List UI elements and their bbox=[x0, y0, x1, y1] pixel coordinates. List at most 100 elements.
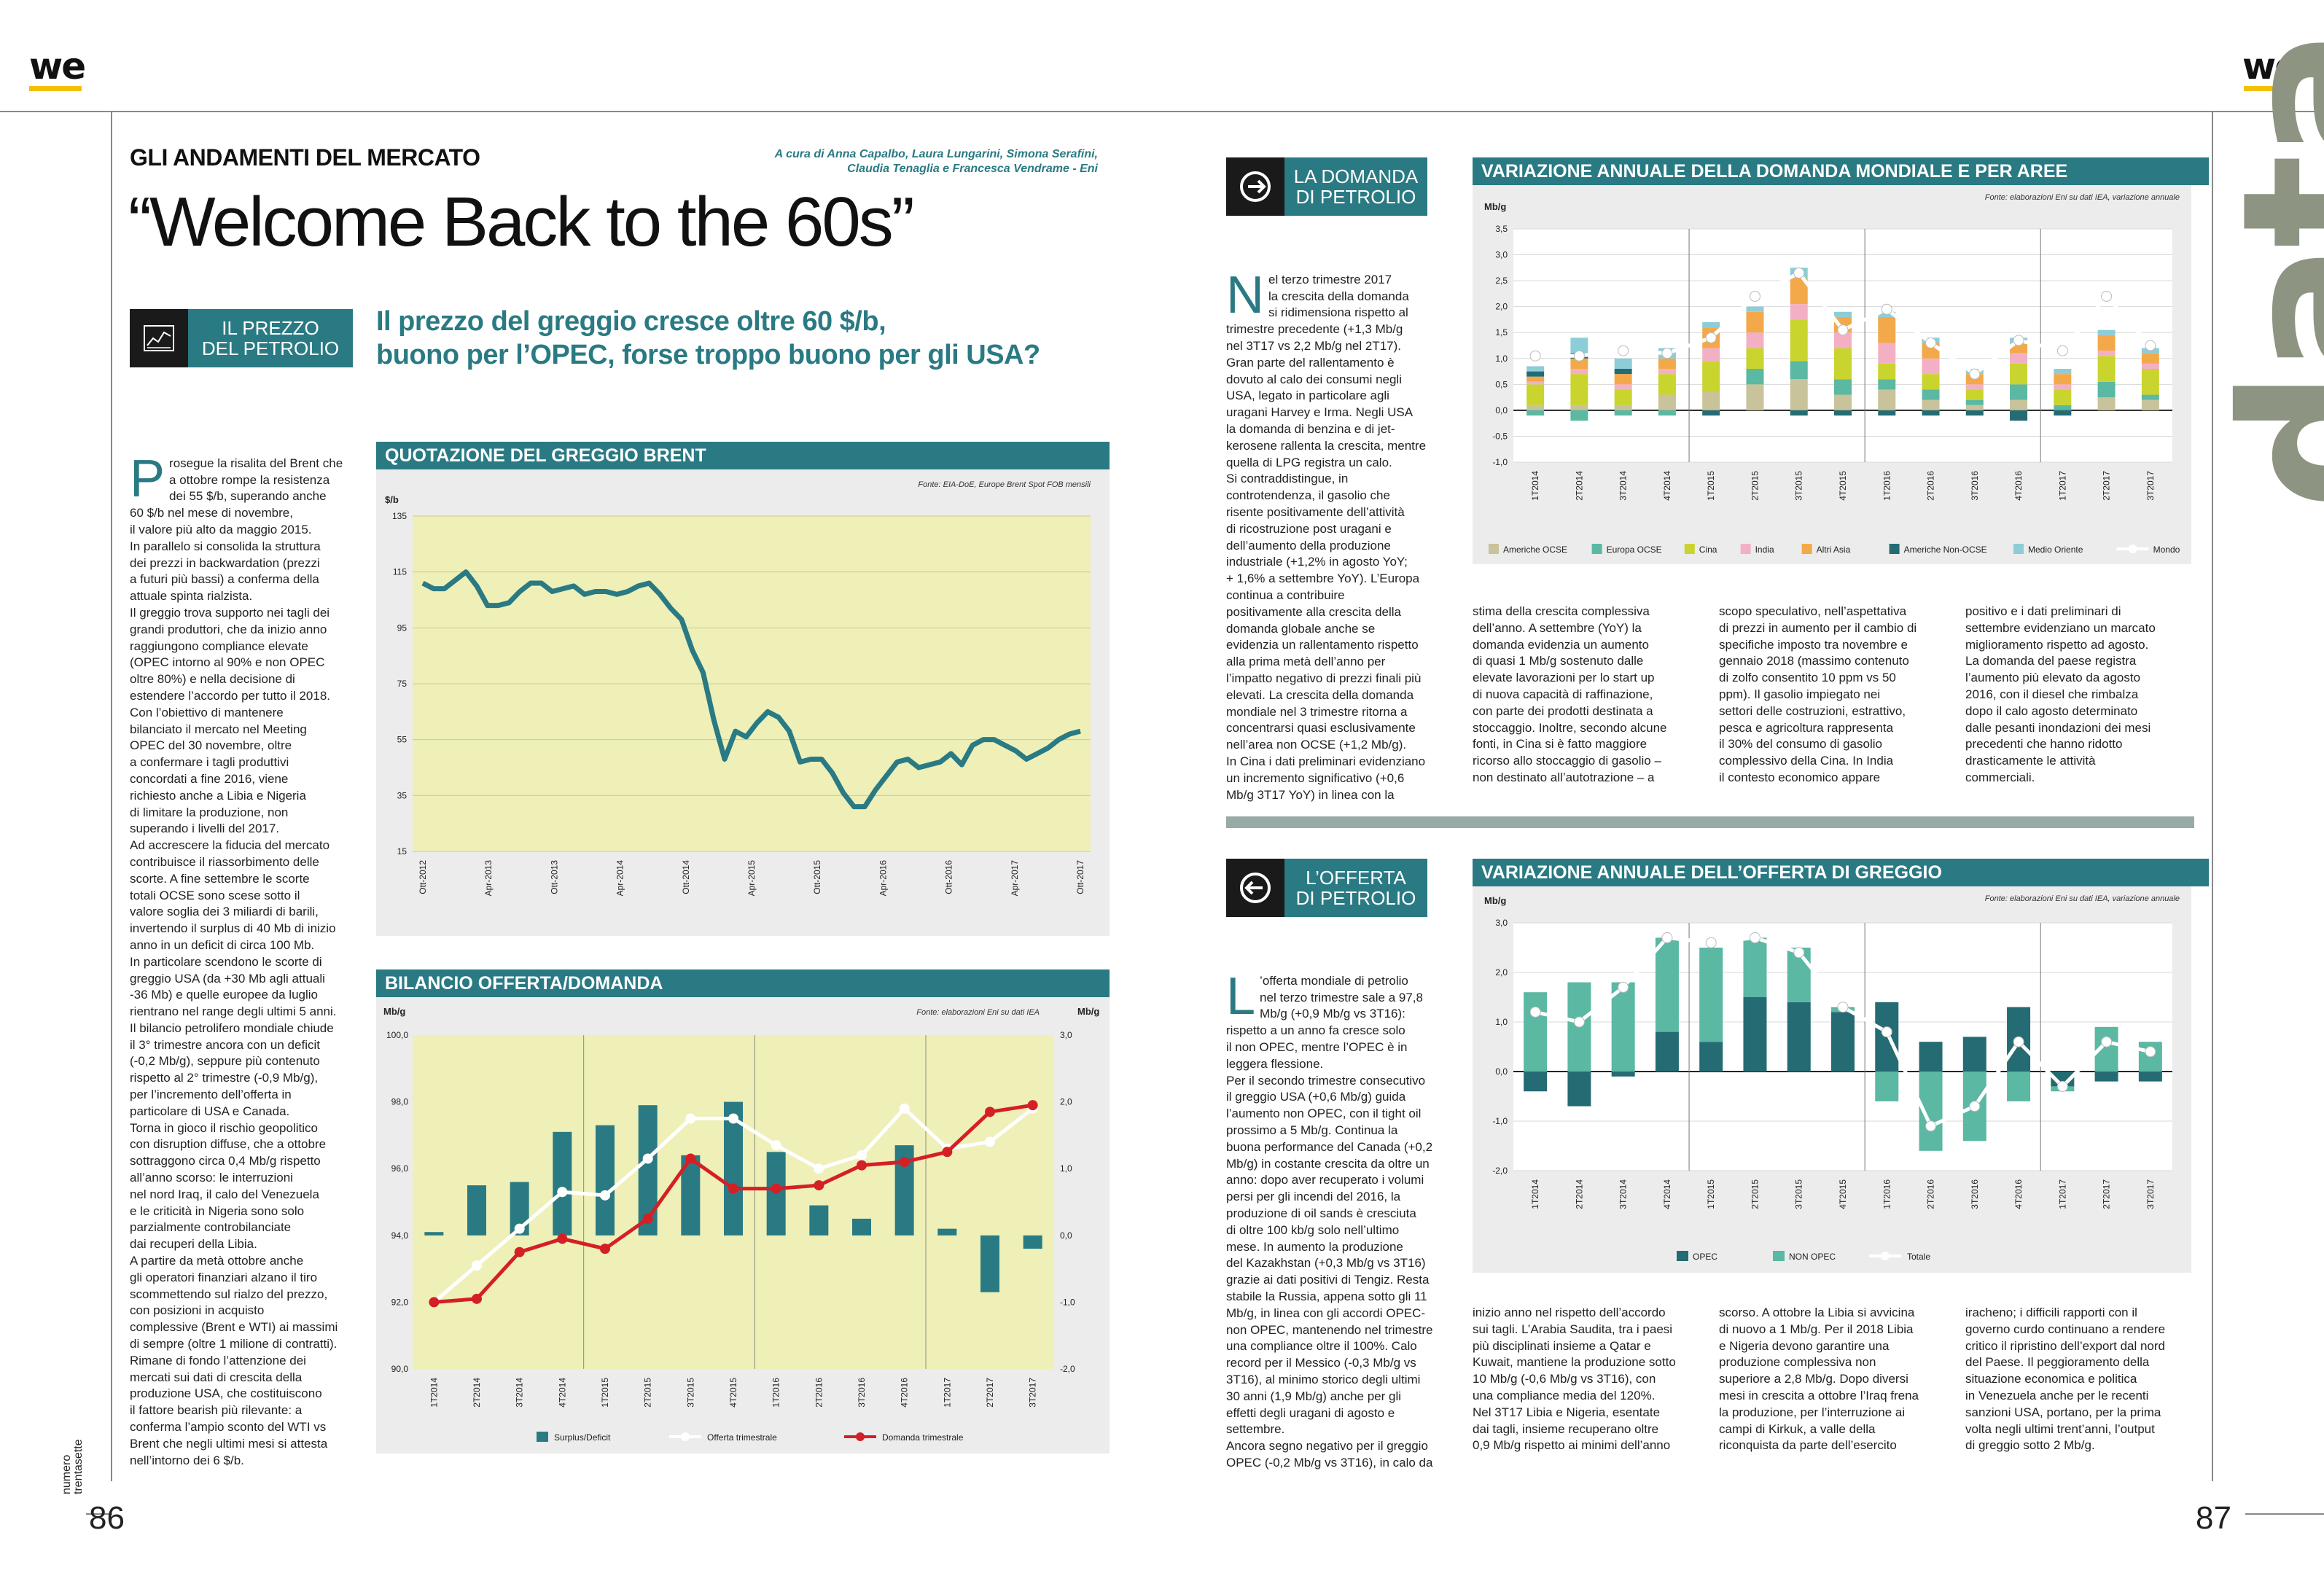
magazine-logo-right: we bbox=[2242, 45, 2299, 87]
demand-bar-segment bbox=[1965, 399, 1984, 405]
legend-swatch bbox=[2013, 544, 2024, 554]
y-tick-label: 135 bbox=[392, 511, 407, 521]
brent-price-chart: Fonte: EIA-DoE, Europe Brent Spot FOB me… bbox=[376, 469, 1110, 936]
surplus-deficit-bar bbox=[553, 1131, 572, 1236]
y-tick-label: 3,5 bbox=[1495, 224, 1508, 234]
demand-bar-segment bbox=[1834, 348, 1852, 380]
demand-point bbox=[857, 1160, 867, 1171]
x-tick-label: 4T2016 bbox=[2013, 471, 2024, 501]
y-tick-label: 1,5 bbox=[1495, 327, 1508, 337]
total-supply-point bbox=[2145, 1046, 2156, 1058]
surplus-deficit-bar bbox=[852, 1218, 871, 1236]
demand-bar-segment bbox=[1834, 379, 1852, 395]
demand-bar-segment bbox=[1570, 358, 1588, 369]
supply-bar-segment bbox=[1919, 1042, 1943, 1072]
x-tick-label: 1T2014 bbox=[429, 1378, 439, 1408]
x-tick-label: 1T2014 bbox=[1530, 1179, 1540, 1209]
demand-bar-segment bbox=[2010, 353, 2028, 364]
demand-bar-segment bbox=[2141, 363, 2159, 369]
demand-bar-segment bbox=[2097, 381, 2116, 398]
supply-bar-segment bbox=[1962, 1037, 1986, 1072]
y-tick-label: 2,5 bbox=[1495, 276, 1508, 286]
x-tick-label: Ott-2013 bbox=[549, 860, 559, 894]
x-tick-label: Apr-2015 bbox=[746, 860, 757, 897]
demand-point bbox=[942, 1147, 953, 1158]
supply-bar-segment bbox=[1611, 982, 1635, 1072]
legend-label: Cina bbox=[1699, 545, 1717, 555]
demand-bar-segment bbox=[1834, 410, 1852, 415]
demand-bar-segment bbox=[1878, 379, 1896, 390]
x-tick-label: 2T2017 bbox=[985, 1378, 995, 1408]
demand-bar-segment bbox=[2054, 405, 2072, 410]
demand-bar-segment bbox=[1922, 374, 1940, 390]
demand-bar-segment bbox=[1746, 332, 1764, 348]
total-supply-point bbox=[1925, 1120, 1937, 1132]
demand-bar-segment bbox=[1922, 410, 1940, 415]
demand-bar-segment bbox=[2141, 399, 2159, 410]
supply-chart-title: VARIAZIONE ANNUALE DELL’OFFERTA DI GREGG… bbox=[1473, 859, 2209, 886]
legend-swatch bbox=[1684, 544, 1695, 554]
demand-bar-segment bbox=[1746, 369, 1764, 385]
header-rule bbox=[0, 111, 2324, 112]
demand-arrow-icon bbox=[1226, 157, 1284, 216]
world-demand-point bbox=[2056, 345, 2068, 356]
total-supply-point bbox=[1793, 947, 1805, 959]
surplus-deficit-bar bbox=[1023, 1235, 1042, 1249]
legend-label: NON OPEC bbox=[1789, 1252, 1836, 1262]
demand-bar-segment bbox=[1965, 389, 1984, 400]
demand-bar-segment bbox=[1790, 319, 1808, 362]
y-tick-label-left: 100,0 bbox=[386, 1030, 408, 1040]
x-tick-label: Apr-2014 bbox=[615, 860, 625, 897]
supply-point bbox=[685, 1113, 696, 1124]
demand-section-text: LA DOMANDA DI PETROLIO bbox=[1284, 157, 1427, 216]
x-tick-label: 2T2017 bbox=[2102, 1179, 2112, 1209]
legend-swatch bbox=[1740, 544, 1751, 554]
x-tick-label: 2T2015 bbox=[1750, 471, 1760, 501]
supply-section-text: L’OFFERTA DI PETROLIO bbox=[1284, 859, 1427, 917]
demand-bar-segment bbox=[1658, 358, 1676, 369]
demand-bar-segment bbox=[1614, 384, 1632, 390]
legend-label: Europa OCSE bbox=[1607, 545, 1662, 555]
demand-bar-segment bbox=[1702, 322, 1720, 328]
world-demand-point bbox=[2101, 290, 2113, 302]
demand-bar-segment bbox=[1790, 410, 1808, 415]
surplus-deficit-bar bbox=[467, 1185, 486, 1236]
supply-point bbox=[771, 1140, 781, 1151]
article-subhead: Il prezzo del greggio cresce oltre 60 $/… bbox=[376, 306, 1040, 370]
supply-section-label: L’OFFERTA DI PETROLIO bbox=[1226, 859, 1427, 917]
page-number-left: 86 bbox=[89, 1500, 125, 1536]
total-supply-point bbox=[2013, 1036, 2024, 1047]
y-tick-label-left: 96,0 bbox=[391, 1163, 409, 1174]
section-kicker: GLI ANDAMENTI DEL MERCATO bbox=[130, 144, 480, 171]
y-tick-label-right: 0,0 bbox=[1060, 1230, 1072, 1241]
supply-bar-segment bbox=[1655, 937, 1679, 1032]
legend-swatch bbox=[537, 1432, 548, 1442]
world-demand-point bbox=[1661, 348, 1673, 359]
x-tick-label: 1T2015 bbox=[1706, 471, 1716, 501]
y-tick-label-left: 98,0 bbox=[391, 1097, 409, 1107]
y-tick-label-left: 92,0 bbox=[391, 1297, 409, 1307]
supply-point bbox=[642, 1153, 653, 1164]
demand-bar-segment bbox=[1526, 366, 1545, 372]
supply-col-1: L’offerta mondiale di petrolio nel terzo… bbox=[1226, 956, 1445, 1472]
section-divider bbox=[1226, 816, 2194, 828]
demand-bar-segment bbox=[1965, 384, 1984, 390]
x-tick-label: 3T2014 bbox=[1618, 471, 1629, 501]
demand-bar-segment bbox=[1922, 399, 1940, 410]
y-tick-label: 3,0 bbox=[1495, 250, 1508, 260]
demand-bar-segment bbox=[1878, 389, 1896, 410]
demand-point bbox=[514, 1246, 525, 1257]
y-axis-unit-right: Mb/g bbox=[1077, 1006, 1099, 1017]
x-tick-label: 2T2014 bbox=[1574, 1179, 1584, 1209]
surplus-deficit-bar bbox=[424, 1232, 444, 1236]
legend-marker bbox=[681, 1432, 690, 1441]
legend-label: Mondo bbox=[2153, 545, 2180, 555]
y-tick-label: 55 bbox=[397, 735, 408, 745]
demand-bar-segment bbox=[2097, 397, 2116, 410]
world-demand-point bbox=[1925, 337, 1937, 348]
legend-marker bbox=[856, 1432, 865, 1441]
demand-bar-segment bbox=[1746, 384, 1764, 410]
legend-swatch bbox=[1773, 1251, 1785, 1261]
x-tick-label: Ott-2015 bbox=[812, 860, 822, 894]
